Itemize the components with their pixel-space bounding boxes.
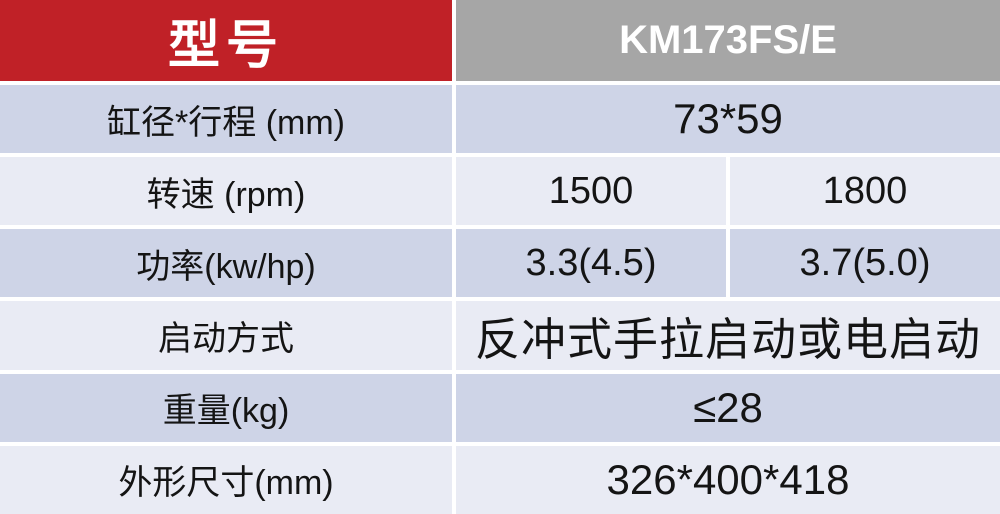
row-dimensions-value: 326*400*418 [456, 445, 1000, 514]
row-bore-stroke-label: 缸径*行程 (mm) [0, 85, 452, 154]
row-start-method-value: 反冲式手拉启动或电启动 [456, 301, 1000, 370]
table-header-model-label: 型号 [0, 0, 452, 81]
row-power-value-1: 3.3(4.5) [456, 229, 726, 298]
row-weight-value: ≤28 [456, 373, 1000, 442]
row-dimensions-label: 外形尺寸(mm) [0, 445, 452, 514]
row-speed-value-1: 1500 [456, 157, 726, 226]
row-power-label: 功率(kw/hp) [0, 229, 452, 298]
row-speed-value-2: 1800 [730, 157, 1000, 226]
table-header-model-value: KM173FS/E [456, 0, 1000, 81]
row-power-value-2: 3.7(5.0) [730, 229, 1000, 298]
row-speed-label: 转速 (rpm) [0, 157, 452, 226]
row-weight-label: 重量(kg) [0, 373, 452, 442]
row-start-method-label: 启动方式 [0, 301, 452, 370]
row-bore-stroke-value: 73*59 [456, 85, 1000, 154]
